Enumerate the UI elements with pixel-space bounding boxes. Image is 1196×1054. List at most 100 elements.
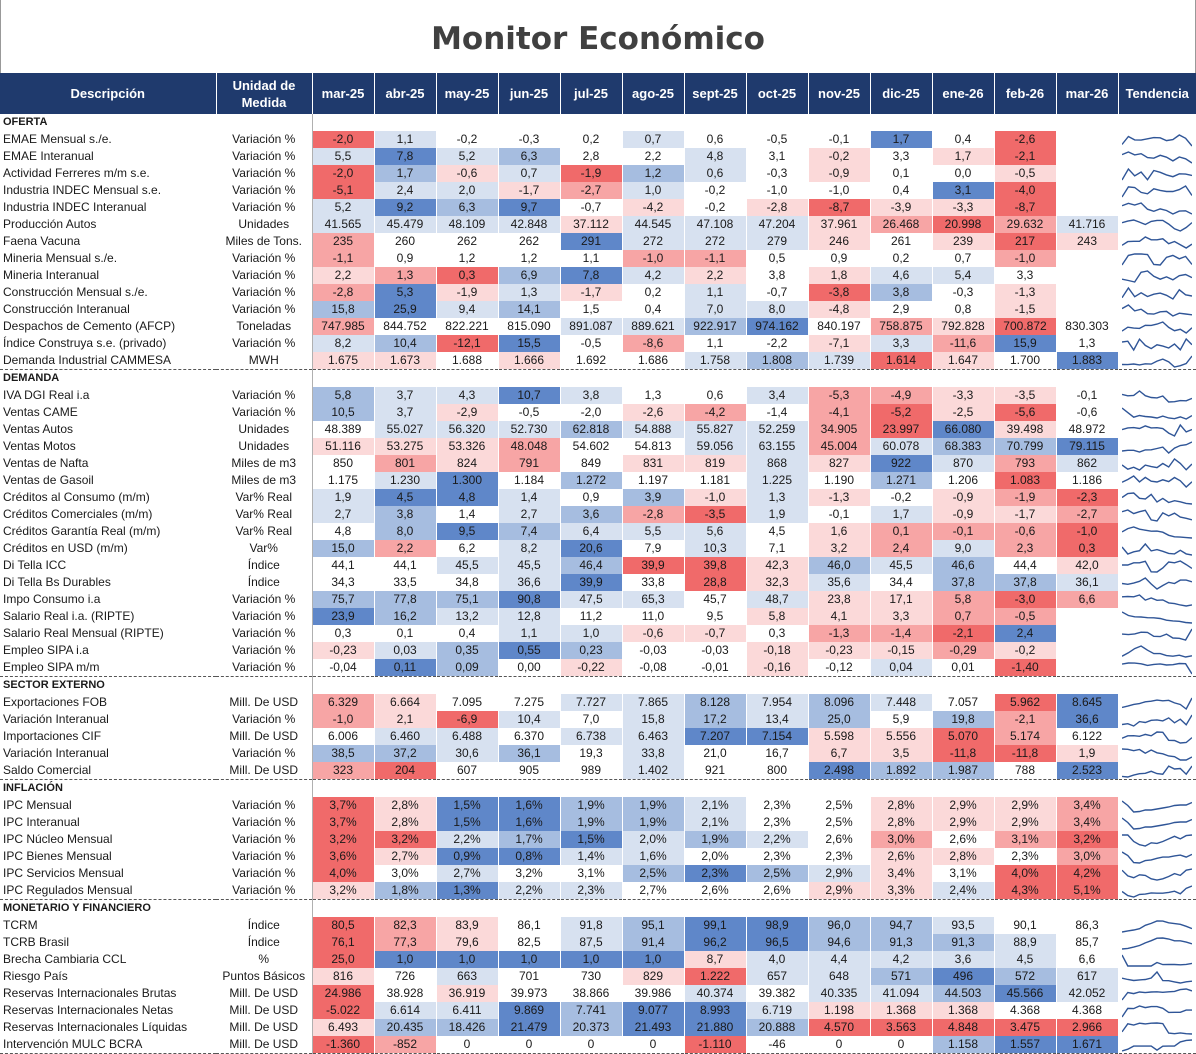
value-cell: 4,3% bbox=[994, 882, 1057, 900]
sparkline-chart bbox=[1122, 355, 1193, 368]
sparkline-line bbox=[1122, 884, 1193, 898]
sparkline-line bbox=[1122, 355, 1193, 368]
row-label: IVA DGI Real i.a bbox=[3, 388, 90, 402]
value-cell: 7,0 bbox=[560, 711, 623, 728]
trend-cell bbox=[1117, 335, 1196, 352]
value-cell: 0 bbox=[498, 1036, 561, 1054]
value-cell: 2,2% bbox=[498, 882, 561, 900]
section-blank-cell bbox=[870, 779, 933, 797]
value-cell: 7.095 bbox=[436, 694, 499, 711]
trend-cell bbox=[1117, 642, 1196, 659]
section-blank-cell bbox=[808, 676, 871, 694]
value-cell: 2,5% bbox=[622, 865, 685, 882]
value-cell: 2,4% bbox=[932, 882, 995, 900]
header-month: mar-25 bbox=[311, 73, 374, 114]
value-cell: 9,2 bbox=[374, 199, 437, 216]
value-cell: 86,1 bbox=[498, 917, 561, 934]
row-unit: Miles de m3 bbox=[216, 472, 313, 489]
value-cell: 0,11 bbox=[374, 659, 437, 677]
value-cell: -1,3 bbox=[808, 489, 871, 506]
trend-cell bbox=[1117, 934, 1196, 951]
value-cell: 36.919 bbox=[436, 985, 499, 1002]
value-cell: 1.739 bbox=[808, 352, 871, 370]
section-blank-cell bbox=[1056, 369, 1119, 387]
value-cell: 6.006 bbox=[312, 728, 375, 745]
value-cell: -1,7 bbox=[994, 506, 1057, 523]
value-cell: 55.827 bbox=[684, 421, 747, 438]
trend-cell bbox=[1117, 762, 1196, 780]
value-cell: -0,1 bbox=[1056, 387, 1119, 404]
value-cell: 261 bbox=[870, 233, 933, 250]
value-cell: 36,1 bbox=[498, 745, 561, 762]
value-cell: 98,9 bbox=[746, 917, 809, 934]
sparkline-line bbox=[1122, 184, 1193, 197]
value-cell: 37,8 bbox=[932, 574, 995, 591]
header-month: ene-26 bbox=[931, 73, 994, 114]
value-cell: 1.892 bbox=[870, 762, 933, 780]
value-cell: 17,1 bbox=[870, 591, 933, 608]
row-label: IPC Núcleo Mensual bbox=[3, 832, 113, 846]
value-cell: 816 bbox=[312, 968, 375, 985]
value-cell: 8.096 bbox=[808, 694, 871, 711]
sparkline-chart bbox=[1122, 919, 1193, 933]
value-cell: 2,6% bbox=[870, 848, 933, 865]
row-label: Créditos Comerciales (m/m) bbox=[3, 507, 153, 521]
sparkline-line bbox=[1122, 661, 1193, 674]
section-trend-blank bbox=[1117, 676, 1196, 694]
value-cell: 829 bbox=[622, 968, 685, 985]
value-cell: 2.498 bbox=[808, 762, 871, 780]
trend-cell bbox=[1117, 421, 1196, 438]
section-unit-blank bbox=[216, 779, 313, 797]
value-cell: 2,2% bbox=[436, 831, 499, 848]
row-unit: Variación % bbox=[216, 711, 313, 728]
value-cell: 1,7 bbox=[870, 131, 933, 148]
value-cell: 0,01 bbox=[932, 659, 995, 677]
trend-cell bbox=[1117, 557, 1196, 574]
value-cell: 2,6% bbox=[932, 831, 995, 848]
value-cell: -2,8 bbox=[622, 506, 685, 523]
sparkline-chart bbox=[1122, 1021, 1193, 1035]
value-cell: 7.154 bbox=[746, 728, 809, 745]
section-blank-cell bbox=[746, 369, 809, 387]
value-cell: 3,7 bbox=[374, 387, 437, 404]
trend-cell bbox=[1117, 625, 1196, 642]
section-blank-cell bbox=[932, 899, 995, 917]
trend-cell bbox=[1117, 250, 1196, 267]
value-cell: -4,0 bbox=[994, 182, 1057, 199]
value-cell: 85,7 bbox=[1056, 934, 1119, 951]
value-cell: 3,0% bbox=[870, 831, 933, 848]
value-cell: 2,3 bbox=[994, 540, 1057, 557]
value-cell: 79.115 bbox=[1056, 438, 1119, 455]
row-label: Di Tella Bs Durables bbox=[3, 575, 111, 589]
value-cell: 726 bbox=[374, 968, 437, 985]
value-cell: 40.335 bbox=[808, 985, 871, 1002]
value-cell: 3,2% bbox=[312, 831, 375, 848]
sparkline-chart bbox=[1122, 954, 1193, 967]
value-cell: 1.368 bbox=[870, 1002, 933, 1019]
section-title: INFLACIÓN bbox=[3, 782, 63, 794]
value-cell bbox=[1056, 250, 1119, 267]
value-cell: 90,1 bbox=[994, 917, 1057, 934]
value-cell: 63.155 bbox=[746, 438, 809, 455]
trend-cell bbox=[1117, 182, 1196, 199]
section-blank-cell bbox=[1056, 676, 1119, 694]
value-cell: 8.128 bbox=[684, 694, 747, 711]
value-cell: 1,2 bbox=[498, 250, 561, 267]
value-cell: 2,8 bbox=[560, 148, 623, 165]
row-unit: Índice bbox=[216, 917, 313, 934]
sparkline-line bbox=[1122, 697, 1193, 710]
value-cell: -3,9 bbox=[870, 199, 933, 216]
value-cell: 905 bbox=[498, 762, 561, 780]
value-cell: 2,8% bbox=[374, 814, 437, 831]
table-row: Créditos al Consumo (m/m) Var% Real 1,9 4,5… bbox=[0, 489, 1196, 506]
sparkline-chart bbox=[1122, 133, 1193, 146]
value-cell: 793 bbox=[994, 455, 1057, 472]
value-cell: 2,1% bbox=[684, 797, 747, 814]
value-cell bbox=[1056, 284, 1119, 301]
value-cell: 0,55 bbox=[498, 642, 561, 659]
sparkline-chart bbox=[1122, 542, 1193, 556]
value-cell: 39,9 bbox=[622, 557, 685, 574]
value-cell: 1,5% bbox=[436, 797, 499, 814]
value-cell: 5,4 bbox=[932, 267, 995, 284]
value-cell: 91,4 bbox=[622, 934, 685, 951]
